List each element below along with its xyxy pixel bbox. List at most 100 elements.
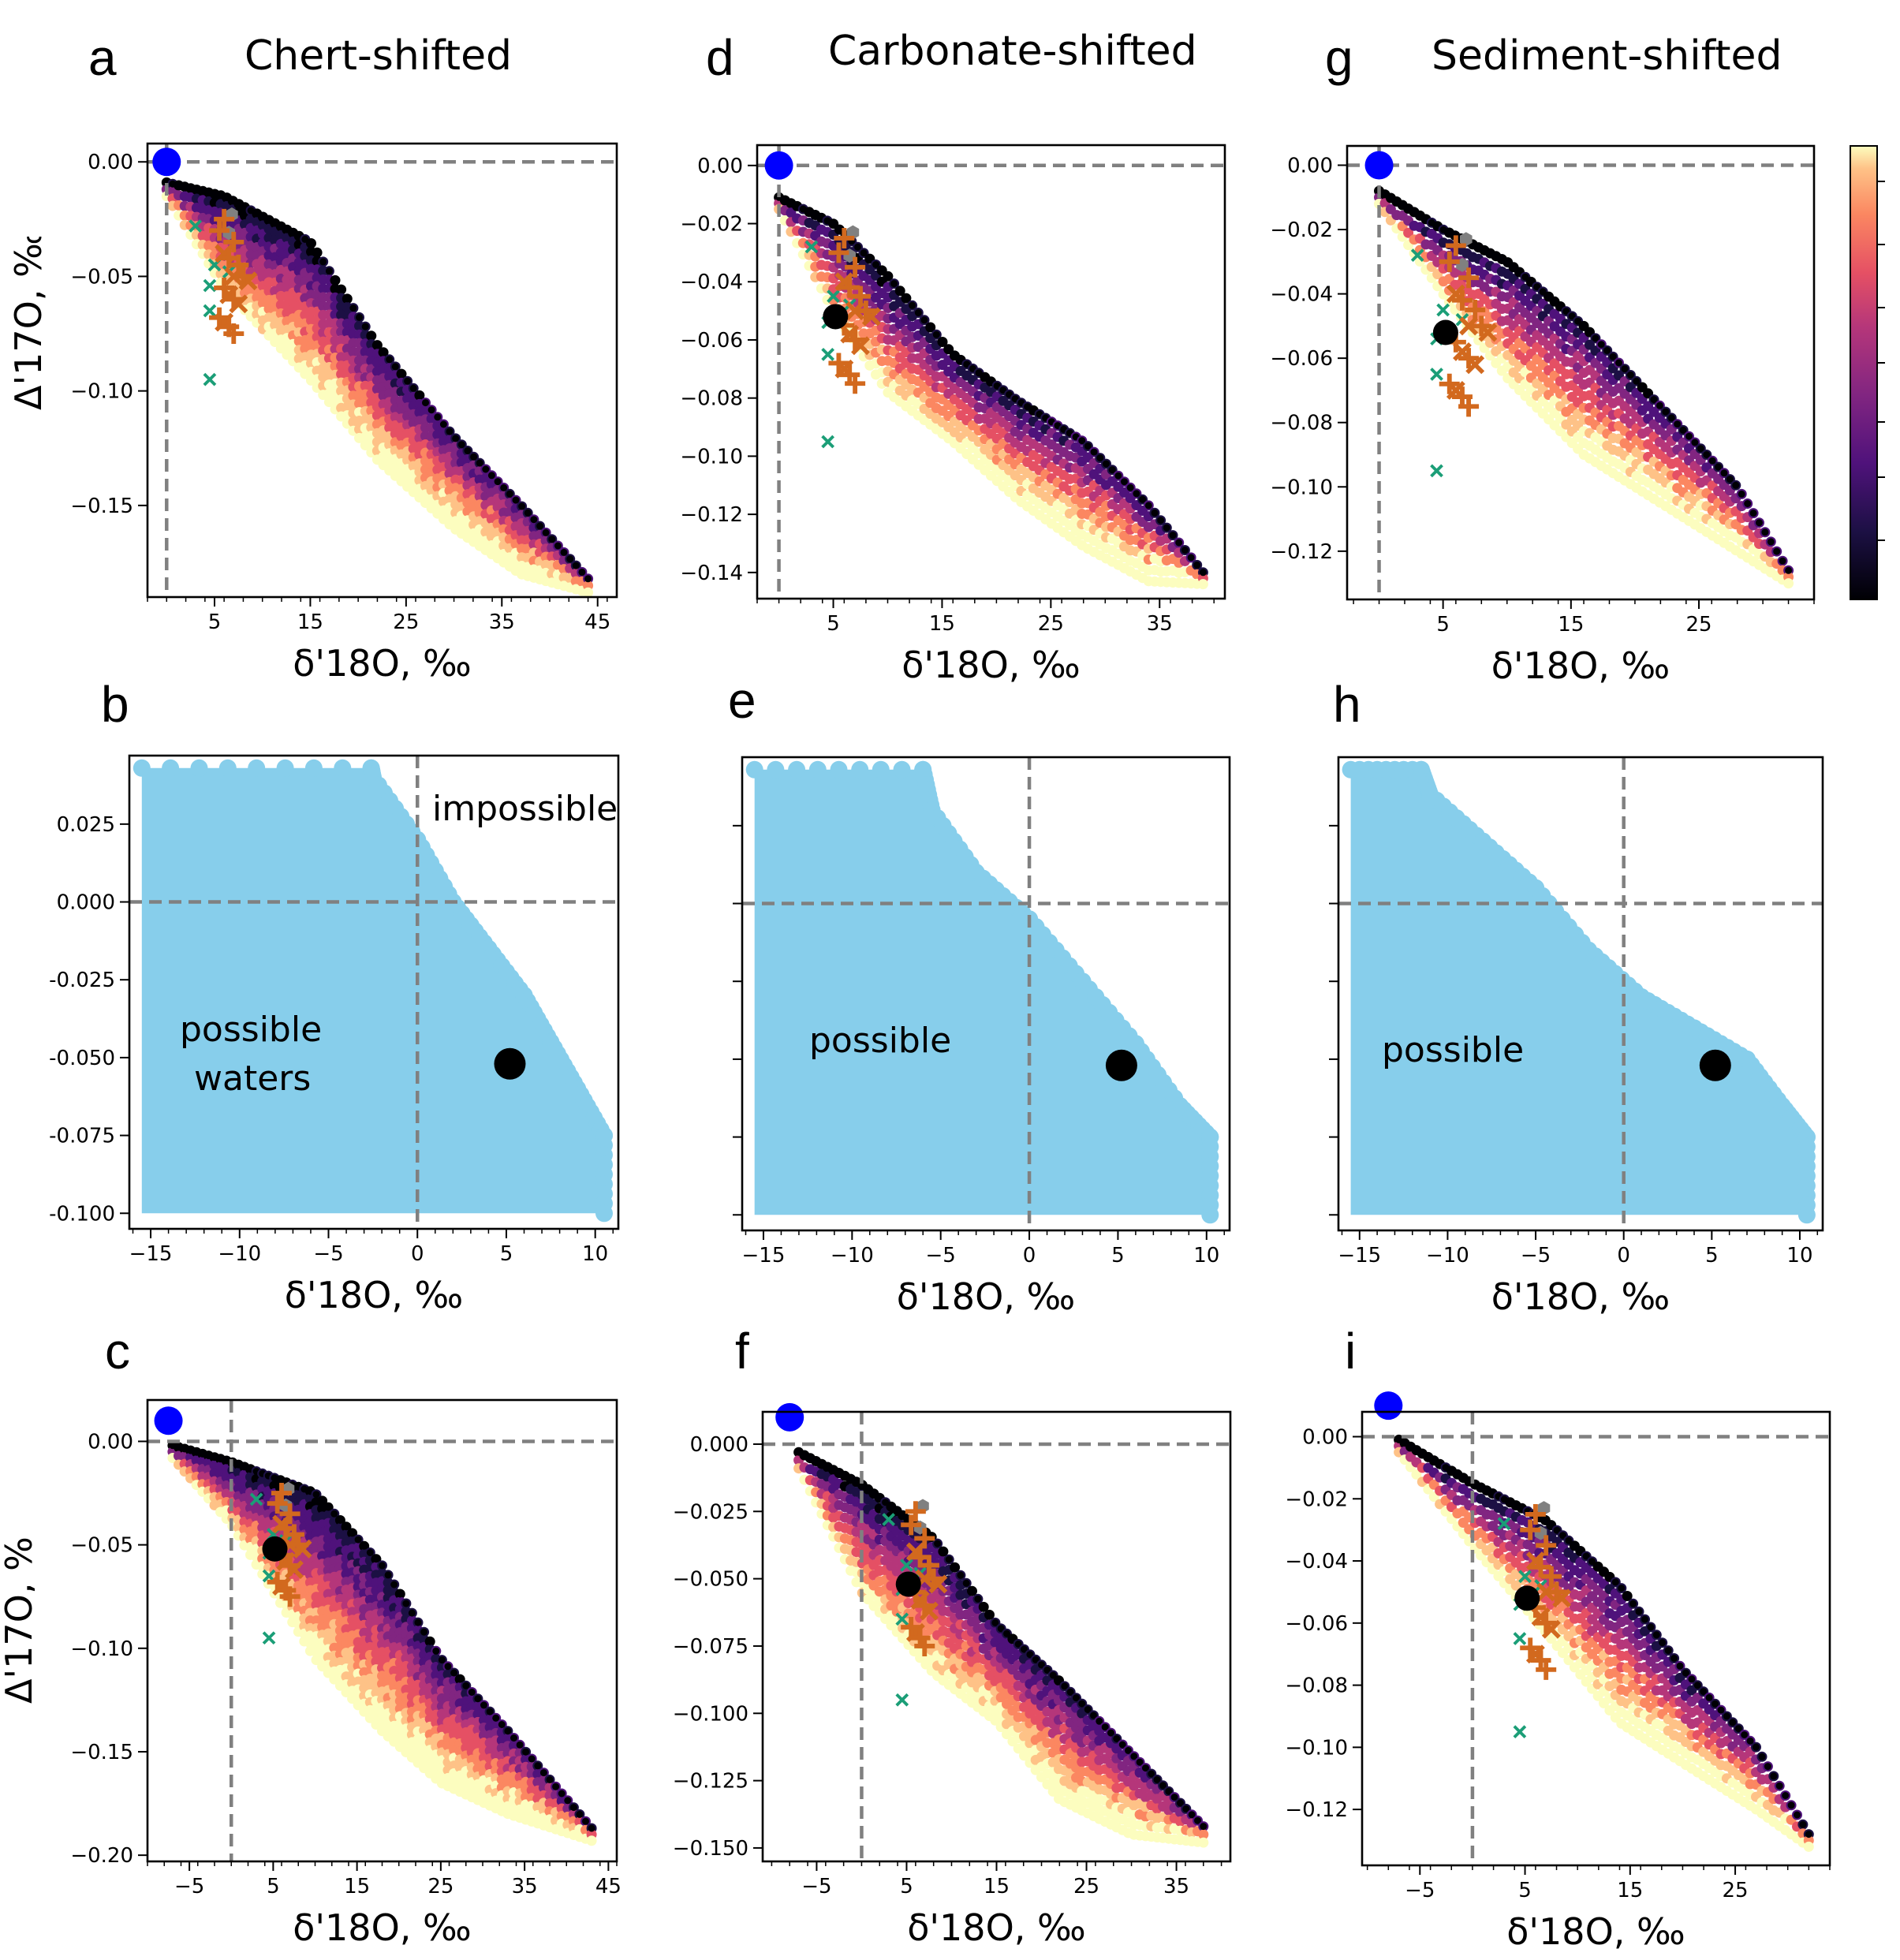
x-tick-label: −15 [1338, 1244, 1381, 1267]
model-edge-point [539, 1769, 547, 1777]
x-tick-label: 5 [500, 1242, 513, 1266]
model-edge-point [830, 220, 838, 228]
model-edge-point [1165, 1787, 1173, 1795]
possible-region-b [141, 767, 605, 1214]
y-axis-e [733, 824, 742, 1216]
model-edge-point [945, 345, 953, 353]
model-edge-point [342, 1523, 350, 1531]
y-tick-label: −0.10 [1270, 476, 1333, 499]
model-edge-point [324, 1503, 332, 1511]
model-edge-point [530, 516, 538, 524]
model-edge-point [1785, 566, 1793, 574]
y-tick-label: −0.10 [70, 1637, 133, 1661]
orange-plus-marker [905, 1501, 926, 1522]
green-x-marker [203, 304, 217, 318]
orange-plus-marker [914, 1635, 935, 1656]
model-edge-point [902, 294, 910, 302]
model-edge-point [991, 1618, 999, 1626]
model-edge-point [1038, 1661, 1045, 1669]
panel-i: −5 5 15 25δ'18O, ‰0.00−0.02−0.04−0.06−0.08−… [1285, 1391, 1831, 1953]
x-tick-label: 5 [1436, 613, 1450, 637]
plot-frame [741, 756, 1231, 1232]
model-edge-point [361, 323, 369, 330]
plot-frame [128, 754, 620, 1230]
model-edge-point [416, 391, 424, 399]
model-edge-point [482, 465, 490, 473]
orange-plus-marker [834, 227, 855, 248]
plot-area-a [147, 144, 617, 597]
model-edge-point [1096, 1717, 1103, 1725]
region-edge-dot [304, 759, 323, 777]
model-edge-point [325, 267, 333, 275]
y-tick-label: −0.025 [673, 1500, 748, 1524]
panel-label-i: i [1345, 1323, 1356, 1379]
model-edge-point [854, 243, 861, 251]
model-point [583, 587, 594, 597]
x-tick-label: 5 [1111, 1244, 1125, 1267]
model-edge-point [569, 1804, 577, 1812]
orange-plus-marker [1458, 396, 1480, 417]
model-edge-point [456, 1675, 464, 1683]
y-tick-label: 0.000 [57, 891, 115, 915]
model-edge-point [1621, 365, 1629, 373]
model-edge-point [366, 1549, 374, 1556]
orange-plus-marker [1439, 251, 1460, 272]
panel-label-e: e [728, 672, 756, 729]
orange-plus-marker [828, 353, 849, 374]
green-x-marker [900, 1559, 913, 1572]
column-title-chert: Chert-shifted [244, 32, 512, 80]
orange-plus-marker [233, 266, 254, 287]
model-edge-point [1194, 1816, 1201, 1824]
x-axis-b: −15 −10 −5 0 5 10 [129, 1229, 614, 1266]
model-edge-point [379, 349, 387, 357]
model-edge-point [319, 1497, 327, 1505]
plot-area-e [742, 757, 1230, 1230]
model-edge-point [1527, 278, 1535, 286]
region-edge-dot [1797, 1206, 1816, 1224]
model-edge-point [1032, 1656, 1040, 1663]
green-x-marker [804, 240, 819, 254]
sample-markers-g [1410, 232, 1498, 478]
region-edge-dot [218, 759, 237, 777]
model-point [1198, 1837, 1209, 1848]
model-edge-point [578, 568, 586, 576]
model-edge-point [354, 1536, 362, 1544]
x-tick-label: −15 [742, 1244, 786, 1267]
region-edge-b [133, 759, 613, 1223]
orange-plus-marker [1465, 299, 1486, 320]
model-edge-point [452, 435, 460, 442]
model-edge-point [331, 276, 339, 284]
x-axis-d: 5 15 25 35 [756, 599, 1215, 636]
y-tick-label: −0.10 [70, 380, 133, 404]
y-tick-label: −0.02 [1270, 218, 1333, 242]
region-edge-dot [595, 1204, 613, 1223]
sample-markers-d [804, 225, 881, 449]
y-tick-label: −0.06 [680, 329, 743, 353]
region-edge-dot [334, 759, 352, 777]
model-edge-point [462, 1682, 470, 1689]
x-tick-label: 10 [582, 1242, 608, 1266]
panel-g: 5 15 25δ'18O, ‰0.00−0.02−0.04−0.06−0.08−0.… [1270, 144, 1816, 687]
y-tick-label: 0.00 [88, 1430, 133, 1454]
model-edge-point [432, 1647, 440, 1655]
model-edge-point [1151, 509, 1159, 517]
y-tick-label: −0.08 [680, 387, 743, 411]
model-edge-point [1720, 469, 1728, 477]
x-axis-label: δ'18O, ‰ [901, 644, 1081, 686]
model-edge-point [1169, 532, 1177, 539]
region-edge-h [1342, 760, 1816, 1224]
green-x-marker [203, 372, 217, 386]
y-tick-label: −0.06 [1270, 347, 1333, 371]
model-edge-point [1685, 432, 1693, 440]
model-edge-point [1014, 1641, 1022, 1648]
orange-plus-marker [214, 208, 235, 230]
model-edge-point [872, 261, 879, 268]
model-edge-point [404, 377, 412, 385]
model-edge-point [1708, 457, 1716, 465]
orange-plus-marker [288, 1534, 309, 1555]
highlight-point [823, 304, 849, 330]
model-cloud-c [167, 1440, 597, 1846]
model-edge-point [546, 1775, 554, 1783]
reference-point-blue [154, 1406, 183, 1435]
